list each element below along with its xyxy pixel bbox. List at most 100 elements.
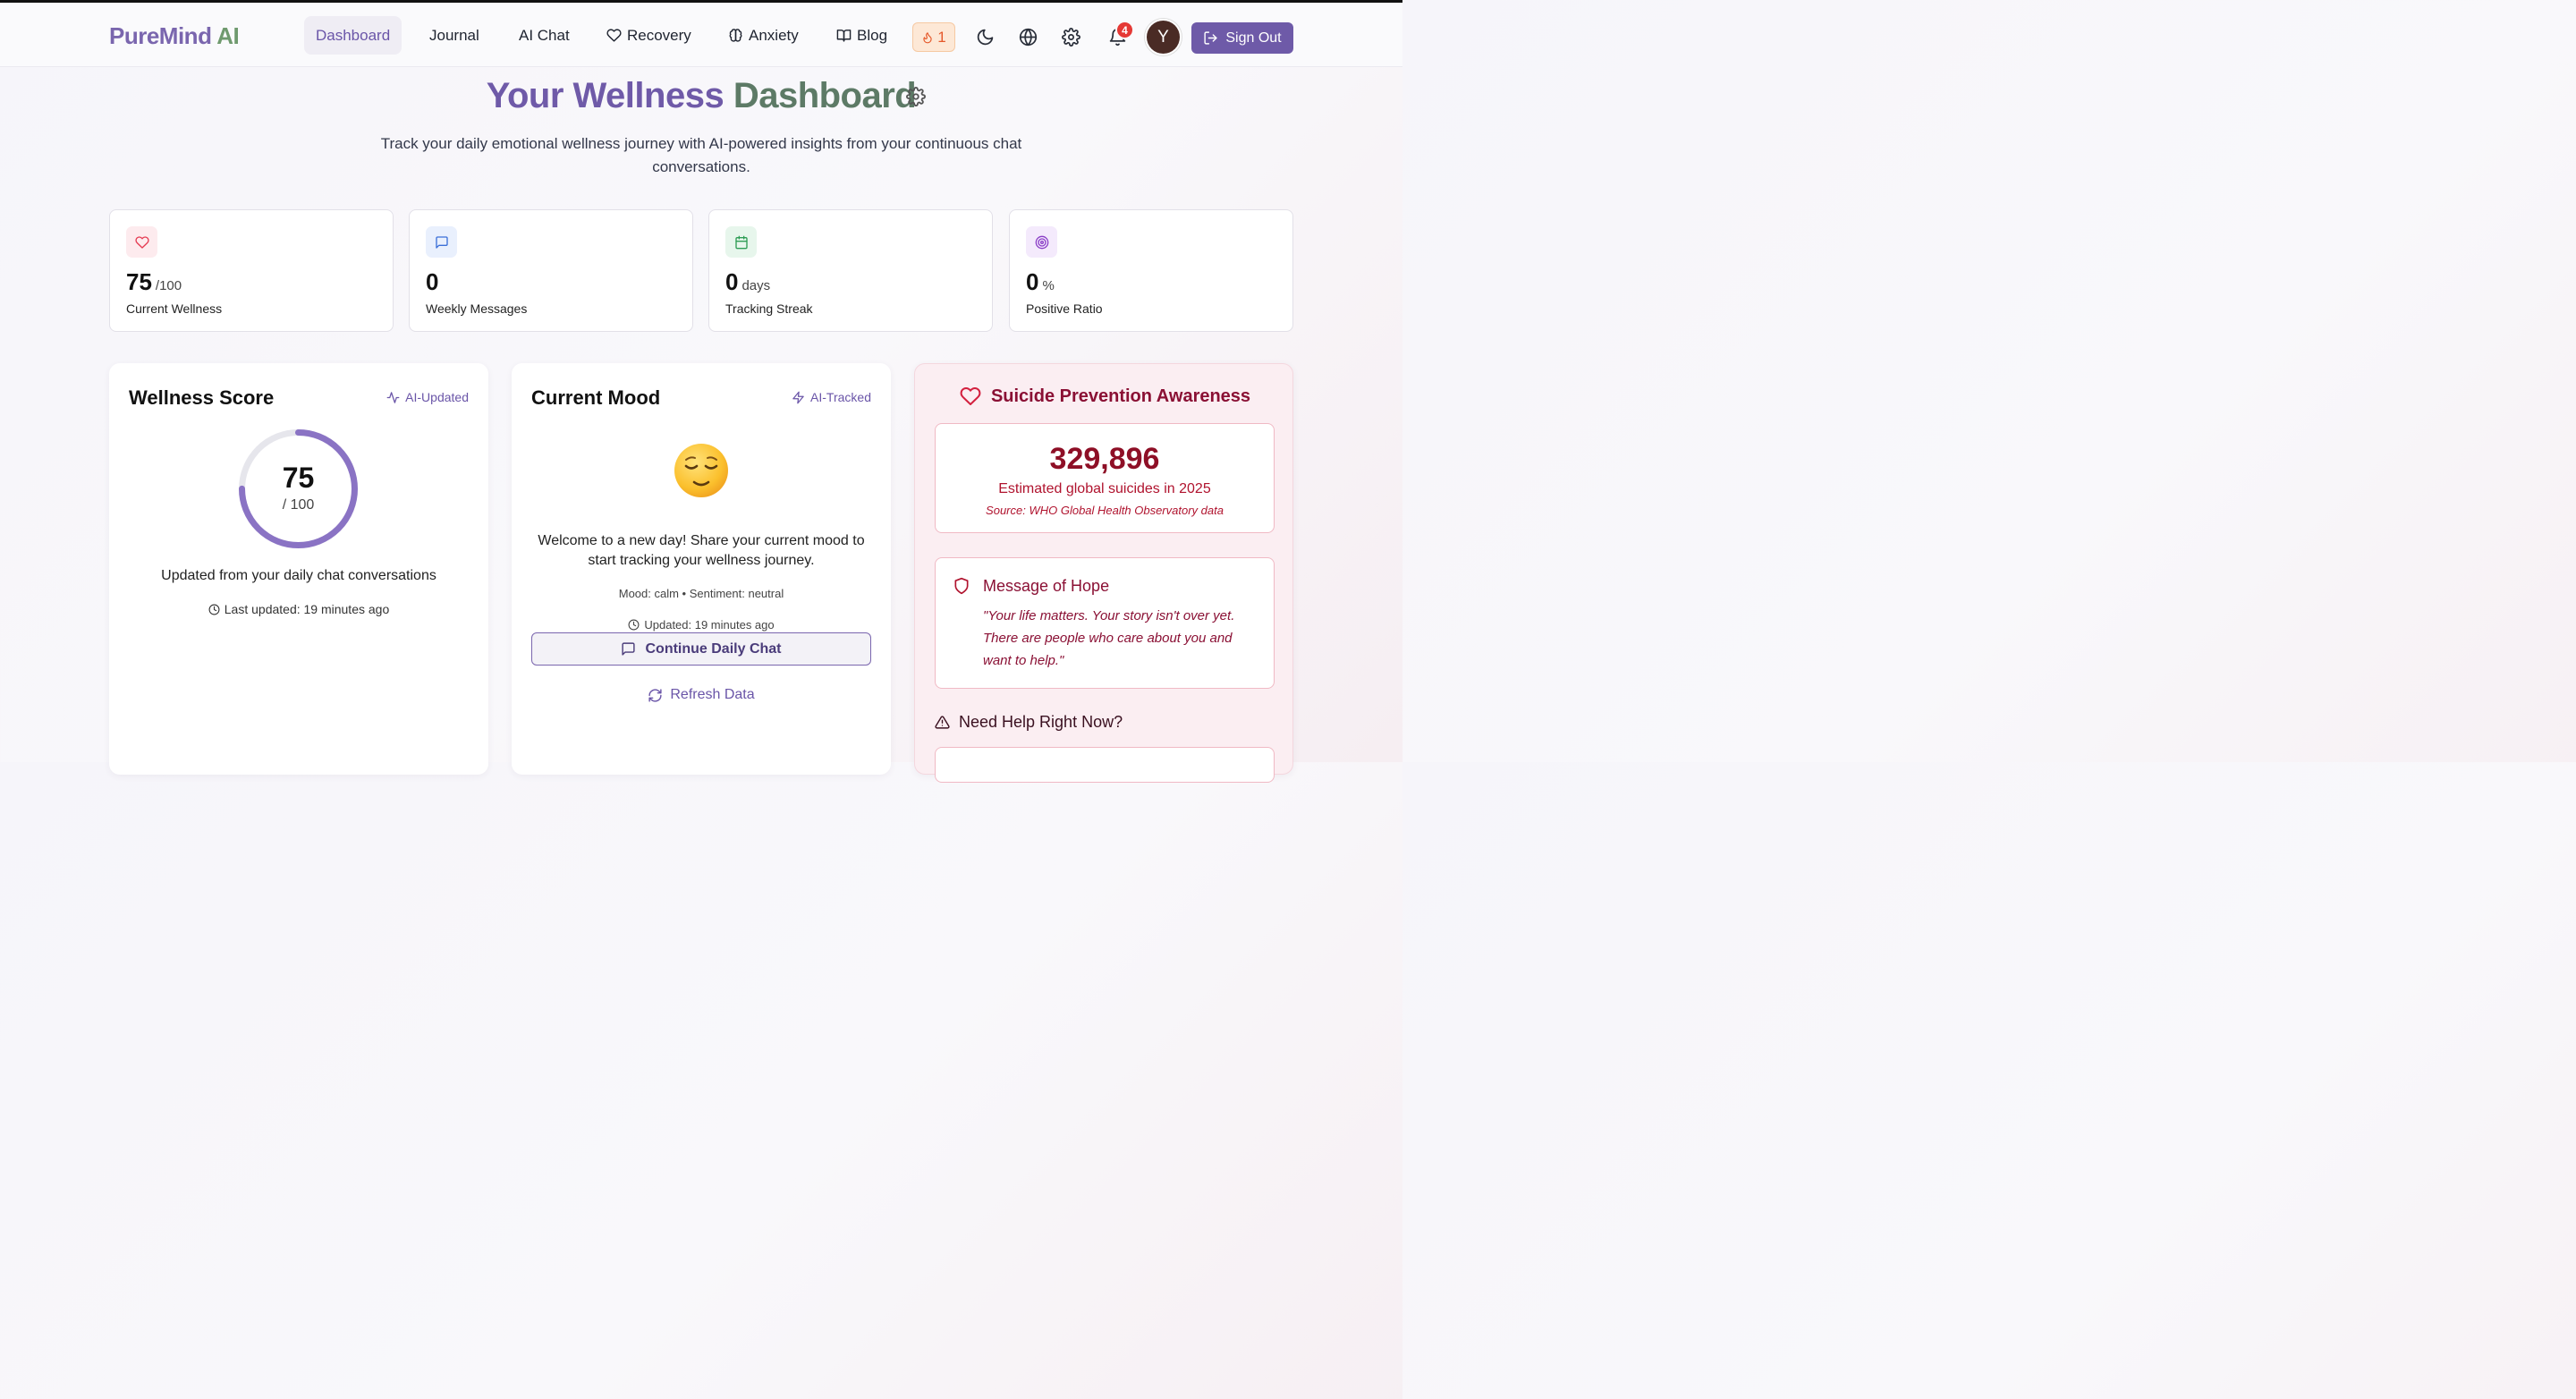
dashboard-settings-button[interactable] — [906, 87, 926, 106]
brand-name: PureMind — [109, 22, 212, 49]
stat-card-weekly-messages: 0 Weekly Messages — [409, 209, 693, 332]
message-of-hope-quote: "Your life matters. Your story isn't ove… — [983, 608, 1235, 668]
message-icon — [435, 235, 448, 249]
heart-icon — [134, 235, 149, 249]
wellness-score-ring: 75 / 100 — [237, 428, 360, 550]
page-subtitle: Track your daily emotional wellness jour… — [380, 135, 1022, 175]
wellness-last-updated: Last updated: 19 minutes ago — [109, 602, 488, 616]
stat-label: Current Wellness — [126, 301, 223, 316]
stat-number: 0 — [1026, 268, 1039, 295]
suicide-prevention-card: Suicide Prevention Awareness 329,896 Est… — [914, 363, 1294, 783]
refresh-data-label: Refresh Data — [670, 687, 755, 702]
activity-icon — [386, 391, 400, 403]
suicide-prevention-title: Suicide Prevention Awareness — [915, 386, 1294, 407]
calendar-icon — [734, 235, 748, 249]
nav-link-label: Anxiety — [749, 26, 799, 44]
streak-count: 1 — [937, 28, 946, 46]
stat-card-positive-ratio: 0% Positive Ratio — [1009, 209, 1293, 332]
stat-icon-wrap — [426, 226, 457, 258]
mood-updated: Updated: 19 minutes ago — [512, 618, 891, 632]
message-of-hope-box: Message of Hope "Your life matters. Your… — [935, 557, 1275, 689]
refresh-data-button[interactable]: Refresh Data — [512, 687, 891, 703]
continue-daily-chat-label: Continue Daily Chat — [645, 640, 782, 657]
suicide-statistic-source: Source: WHO Global Health Observatory da… — [986, 504, 1224, 517]
mood-meta: Mood: calm • Sentiment: neutral — [618, 587, 784, 600]
top-navigation: PureMind AI Dashboard Journal AI Chat Re… — [0, 3, 1402, 67]
ring-progress — [239, 429, 358, 548]
ai-tracked-tag: AI-Tracked — [792, 390, 871, 404]
avatar[interactable]: Y — [1147, 21, 1180, 54]
wellness-score-max: / 100 — [282, 497, 315, 513]
brand-logo[interactable]: PureMind AI — [109, 22, 240, 50]
stat-number: 0 — [426, 268, 439, 295]
sign-out-button[interactable]: Sign Out — [1191, 22, 1293, 54]
suicide-statistic-description: Estimated global suicides in 2025 — [998, 481, 1211, 496]
ai-updated-tag: AI-Updated — [386, 390, 469, 404]
wellness-score-value: 75 — [282, 462, 315, 494]
nav-link-dashboard[interactable]: Dashboard — [304, 16, 402, 55]
nav-link-label: AI Chat — [519, 26, 570, 44]
streak-badge[interactable]: 1 — [912, 22, 955, 52]
dark-mode-toggle[interactable] — [975, 27, 995, 47]
moon-icon — [977, 29, 993, 45]
progress-ring — [239, 429, 358, 548]
nav-link-blog[interactable]: Blog — [825, 16, 899, 55]
current-mood-card: Current Mood AI-Tracked Welcome to a new… — [512, 363, 891, 775]
page-title-part2: Dashboard — [733, 76, 917, 115]
mood-updated-text: Updated: 19 minutes ago — [644, 618, 775, 632]
nav-link-label: Blog — [857, 26, 888, 44]
help-resource-box[interactable] — [935, 747, 1275, 783]
heart-icon — [960, 387, 981, 405]
nav-link-anxiety[interactable]: Anxiety — [716, 16, 810, 55]
current-mood-title: Current Mood — [531, 386, 661, 409]
lightning-icon — [792, 391, 804, 403]
stat-value: 75/100 — [126, 268, 182, 296]
log-out-icon — [1204, 31, 1217, 45]
message-of-hope-title: Message of Hope — [983, 577, 1110, 595]
last-updated-text: Last updated: 19 minutes ago — [224, 602, 390, 616]
warning-icon — [935, 716, 950, 729]
stat-unit: days — [741, 278, 771, 293]
nav-link-ai-chat[interactable]: AI Chat — [507, 16, 581, 55]
stat-card-tracking-streak: 0 days Tracking Streak — [708, 209, 993, 332]
refresh-icon — [648, 688, 662, 702]
stat-label: Weekly Messages — [426, 301, 528, 316]
stat-value: 0 — [426, 268, 442, 296]
language-button[interactable] — [1018, 27, 1038, 47]
stat-unit: % — [1042, 278, 1055, 293]
window-top-edge — [0, 0, 1402, 3]
ai-updated-label: AI-Updated — [405, 390, 469, 404]
nav-link-label: Recovery — [627, 26, 691, 44]
nav-link-journal[interactable]: Journal — [418, 16, 491, 55]
globe-icon — [1019, 28, 1037, 46]
sign-out-label: Sign Out — [1225, 30, 1282, 46]
nav-link-label: Dashboard — [316, 26, 391, 44]
need-help-heading: Need Help Right Now? — [935, 713, 1123, 732]
stat-number: 0 — [725, 268, 739, 295]
suicide-prevention-title-text: Suicide Prevention Awareness — [990, 386, 1251, 406]
gear-icon — [1061, 27, 1080, 47]
page-title: Your Wellness Dashboard — [0, 76, 1402, 116]
nav-link-recovery[interactable]: Recovery — [595, 16, 703, 55]
stat-icon-wrap — [725, 226, 757, 258]
stat-unit: /100 — [155, 278, 182, 293]
brand-suffix: AI — [216, 22, 240, 49]
wellness-score-card: Wellness Score AI-Updated 75 / 100 Updat… — [109, 363, 488, 775]
settings-button[interactable] — [1061, 27, 1080, 47]
need-help-title: Need Help Right Now? — [959, 713, 1123, 731]
suicide-statistic-box: 329,896 Estimated global suicides in 202… — [935, 423, 1275, 533]
stat-value: 0% — [1026, 268, 1055, 296]
stat-card-current-wellness: 75/100 Current Wellness — [109, 209, 394, 332]
shield-icon — [954, 577, 969, 595]
mood-message: Welcome to a new day! Share your current… — [538, 533, 865, 568]
wellness-score-title: Wellness Score — [129, 386, 275, 409]
heart-icon — [606, 29, 622, 42]
book-icon — [836, 30, 852, 42]
ai-tracked-label: AI-Tracked — [810, 390, 871, 404]
stat-number: 75 — [126, 268, 152, 295]
clock-icon — [628, 619, 640, 631]
target-icon — [1035, 235, 1048, 249]
continue-daily-chat-button[interactable]: Continue Daily Chat — [531, 632, 871, 666]
stat-value: 0 days — [725, 268, 770, 296]
clock-icon — [208, 604, 220, 615]
